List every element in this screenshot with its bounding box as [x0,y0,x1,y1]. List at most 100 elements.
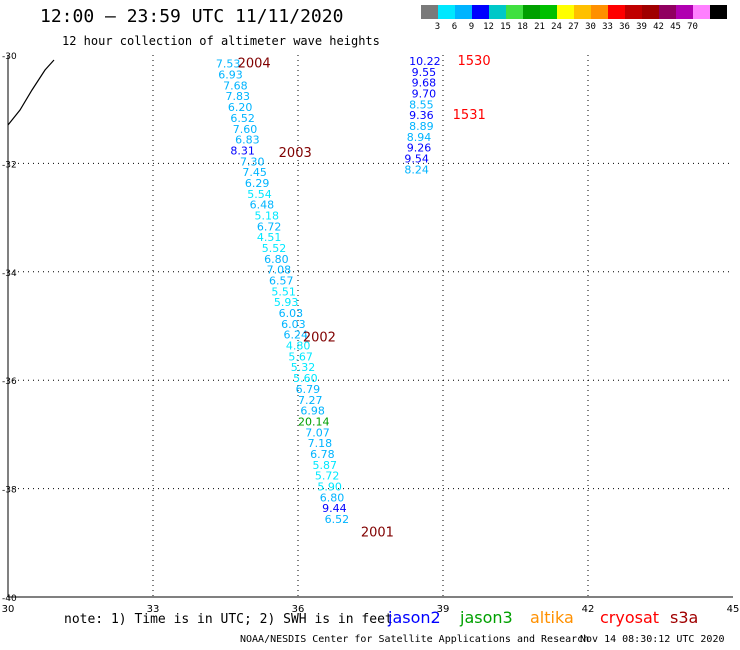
lat-tick-label: -32 [2,160,17,170]
track-a-value: 6.98 [300,405,325,418]
track-a-value: 7.07 [305,426,330,439]
legend-label: 42 [653,22,664,32]
track-b-value: 9.70 [412,88,437,101]
legend-label: 15 [500,22,511,32]
legend-label: 30 [585,22,596,32]
track-b-value: 9.36 [409,109,434,122]
track-a-value: 5.51 [271,285,296,298]
legend-swatch [676,5,693,19]
track-a-value: 7.18 [308,437,333,450]
track-a-value: 5.93 [274,296,299,309]
pass-label: 2003 [279,146,312,161]
track-a-value: 5.87 [313,459,338,472]
track-a-value: 7.08 [267,264,292,277]
lon-tick-label: 36 [292,604,305,615]
track-a-value: 7.83 [226,90,251,103]
legend-swatch [438,5,455,19]
satellite-name: s3a [670,608,699,627]
track-a-value: 6.29 [245,177,269,190]
track-a-value: 6.52 [230,112,255,125]
track-a-value: 7.60 [233,123,258,136]
track-a-value: 5.54 [247,188,272,201]
credit-line: NOAA/NESDIS Center for Satellite Applica… [240,634,590,645]
track-a-value: 9.44 [322,502,347,515]
legend-label: 18 [517,22,528,32]
legend-swatch [591,5,608,19]
lat-tick-label: -38 [2,486,17,496]
track-a-value: 4.80 [286,340,311,353]
track-a-value: 6.83 [235,134,260,147]
lat-tick-label: -36 [2,377,17,387]
coastline [7,59,55,126]
legend-swatch [506,5,523,19]
legend-label: 36 [619,22,630,32]
legend-label: 27 [568,22,579,32]
track-a-value: 6.72 [257,220,282,233]
track-a-value: 6.24 [284,329,309,342]
track-a-value: 7.53 [216,58,241,71]
legend-label: 3 [434,22,441,32]
track-a-value: 20.14 [298,415,330,428]
legend-swatch [472,5,489,19]
track-a-value: 5.60 [293,372,318,385]
legend-label: 45 [670,22,681,32]
track-a-value: 7.27 [298,394,323,407]
lon-tick-label: 39 [437,604,450,615]
track-a-value: 5.90 [317,480,342,493]
lat-tick-label: -34 [2,269,17,279]
legend-swatch [489,5,506,19]
track-a-value: 5.18 [255,209,280,222]
track-a-value: 7.45 [242,166,267,179]
lat-tick-label: -40 [2,594,17,604]
track-a-value: 6.79 [296,383,321,396]
legend-swatch [642,5,659,19]
track-b-value: 9.54 [404,153,429,166]
legend-swatch [710,5,727,19]
track-a-value: 6.48 [250,199,275,212]
legend-swatch [540,5,557,19]
track-a-value: 6.20 [228,101,253,114]
track-a-value: 6.80 [264,253,289,266]
satellite-name: altika [530,608,574,627]
legend-label: 24 [551,22,562,32]
track-a-value: 5.52 [262,242,287,255]
footnote: note: 1) Time is in UTC; 2) SWH is in fe… [64,612,393,627]
pass-label: 1531 [453,108,486,123]
track-a-value: 6.52 [325,513,350,526]
track-a-value: 4.51 [257,231,282,244]
legend-label: 70 [687,22,698,32]
legend-swatch [608,5,625,19]
track-a-value: 7.68 [223,79,248,92]
satellite-name: jason2 [388,608,441,627]
track-b-value: 8.55 [409,98,434,111]
pass-label: 1530 [458,54,491,69]
lat-tick-label: -30 [2,52,17,62]
legend-label: 9 [468,22,475,32]
track-a-value: 6.03 [279,307,304,320]
legend-label: 33 [602,22,613,32]
legend-label: 21 [534,22,545,32]
track-a-value: 5.72 [315,470,340,483]
track-b-value: 10.22 [409,55,441,68]
track-b-value: 9.55 [412,66,437,79]
legend-swatch [625,5,642,19]
pass-label: 2001 [361,526,394,541]
legend-swatch [574,5,591,19]
track-a-value: 8.31 [230,144,255,157]
track-a-value: 6.57 [269,275,294,288]
legend-swatch [523,5,540,19]
track-a-value: 5.32 [291,361,316,374]
track-b-value: 9.68 [412,77,437,90]
lon-tick-label: 30 [2,604,15,615]
track-b-value: 8.89 [409,120,434,133]
track-a-value: 7.30 [240,155,265,168]
legend-swatch [455,5,472,19]
track-a-value: 6.78 [310,448,335,461]
pass-label: 2004 [238,57,271,72]
track-b-value: 8.94 [407,131,432,144]
legend-swatch [659,5,676,19]
page-subtitle: 12 hour collection of altimeter wave hei… [62,34,380,48]
track-b-value: 9.26 [407,142,432,155]
lon-tick-label: 42 [582,604,595,615]
